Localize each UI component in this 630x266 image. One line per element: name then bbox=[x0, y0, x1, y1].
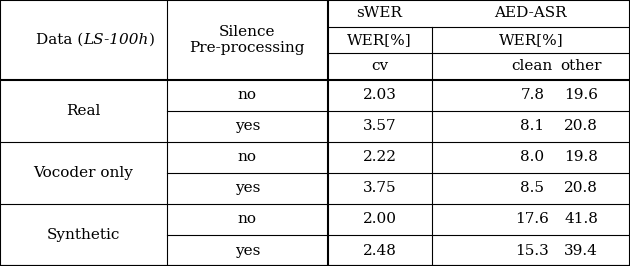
Text: no: no bbox=[238, 213, 257, 226]
Text: cv: cv bbox=[371, 60, 388, 73]
Text: 3.57: 3.57 bbox=[363, 119, 396, 133]
Text: yes: yes bbox=[234, 119, 260, 133]
Text: WER[%]: WER[%] bbox=[347, 33, 412, 47]
Text: ): ) bbox=[149, 33, 155, 47]
Text: 2.48: 2.48 bbox=[363, 244, 396, 257]
Text: 2.00: 2.00 bbox=[363, 213, 396, 226]
Text: 20.8: 20.8 bbox=[564, 119, 598, 133]
Text: 8.1: 8.1 bbox=[520, 119, 544, 133]
Text: 20.8: 20.8 bbox=[564, 181, 598, 196]
Text: 19.6: 19.6 bbox=[564, 88, 598, 102]
Text: no: no bbox=[238, 150, 257, 164]
Text: 7.8: 7.8 bbox=[520, 88, 544, 102]
Text: other: other bbox=[561, 60, 602, 73]
Text: 2.03: 2.03 bbox=[363, 88, 396, 102]
Text: 19.8: 19.8 bbox=[564, 150, 598, 164]
Text: Synthetic: Synthetic bbox=[47, 228, 120, 242]
Text: 41.8: 41.8 bbox=[564, 213, 598, 226]
Text: 39.4: 39.4 bbox=[564, 244, 598, 257]
Text: 3.75: 3.75 bbox=[363, 181, 396, 196]
Text: 2.22: 2.22 bbox=[363, 150, 396, 164]
Text: Data (: Data ( bbox=[37, 33, 83, 47]
Text: 8.0: 8.0 bbox=[520, 150, 544, 164]
Text: WER[%]: WER[%] bbox=[498, 33, 563, 47]
Text: yes: yes bbox=[234, 244, 260, 257]
Text: 8.5: 8.5 bbox=[520, 181, 544, 196]
Text: sWER: sWER bbox=[357, 6, 403, 20]
Text: Vocoder only: Vocoder only bbox=[33, 166, 134, 180]
Text: AED-ASR: AED-ASR bbox=[495, 6, 567, 20]
Text: no: no bbox=[238, 88, 257, 102]
Text: Real: Real bbox=[66, 104, 101, 118]
Text: 17.6: 17.6 bbox=[515, 213, 549, 226]
Text: LS-100h: LS-100h bbox=[83, 33, 149, 47]
Text: clean: clean bbox=[512, 60, 553, 73]
Text: Silence
Pre-processing: Silence Pre-processing bbox=[190, 25, 305, 55]
Text: yes: yes bbox=[234, 181, 260, 196]
Text: 15.3: 15.3 bbox=[515, 244, 549, 257]
